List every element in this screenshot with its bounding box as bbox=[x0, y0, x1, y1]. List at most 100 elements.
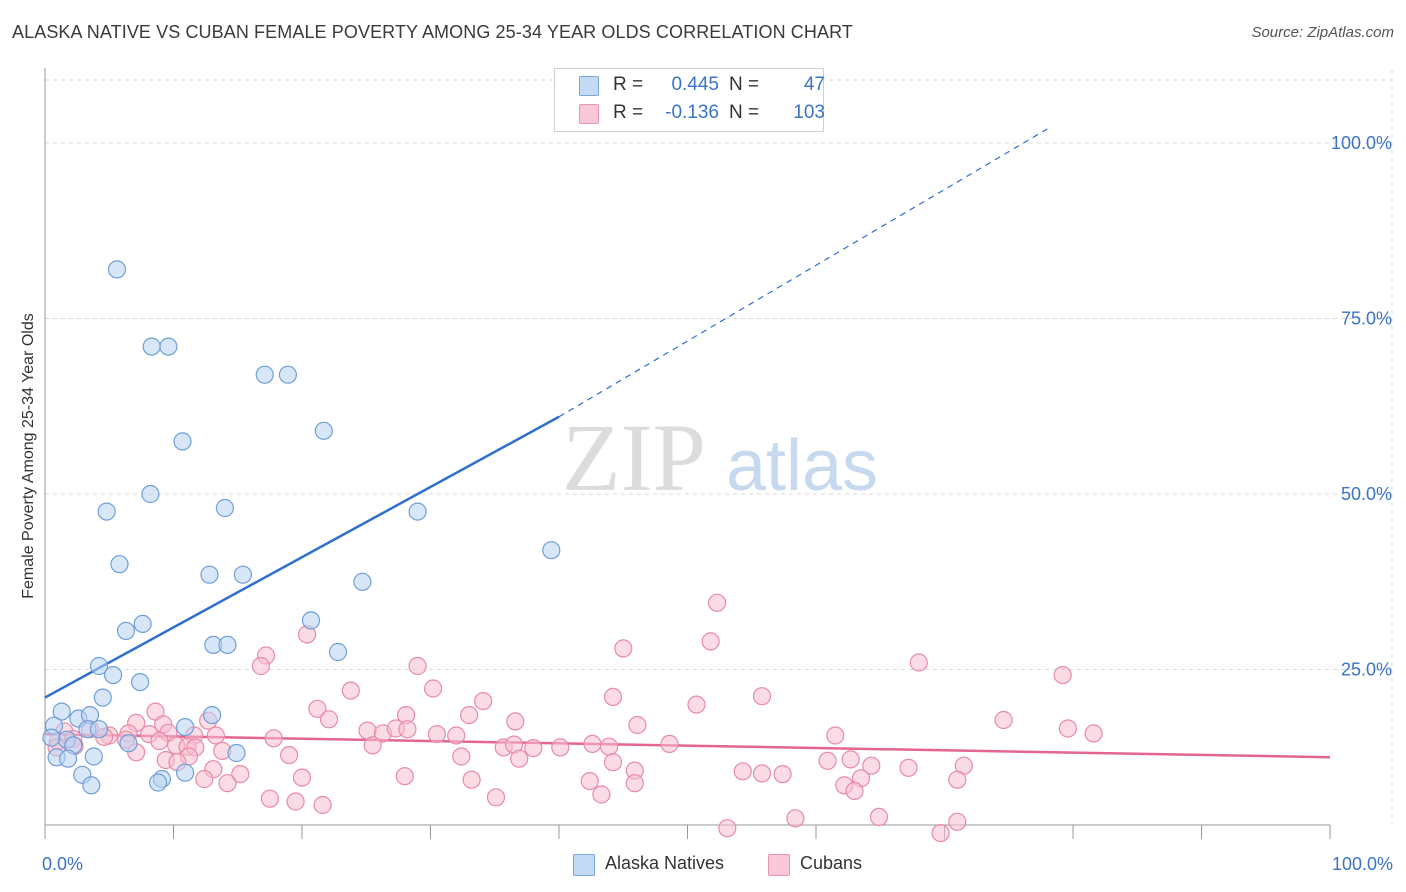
trend-lines bbox=[44, 128, 1331, 759]
watermark-atlas: atlas bbox=[726, 426, 878, 506]
cuban-point bbox=[424, 679, 443, 698]
cuban-r-value: -0.136 bbox=[665, 102, 719, 123]
cuban-point bbox=[660, 734, 679, 754]
cuban-point bbox=[786, 809, 805, 828]
axes bbox=[44, 68, 1331, 839]
cuban-point bbox=[292, 768, 312, 787]
cuban-point bbox=[603, 753, 623, 772]
cuban-point bbox=[506, 712, 525, 731]
cuban-point bbox=[845, 781, 864, 801]
cuban-point bbox=[583, 734, 602, 754]
alaska-native-point bbox=[58, 749, 78, 768]
cuban-point bbox=[869, 807, 889, 827]
cuban-point bbox=[427, 724, 446, 744]
alaska-native-point bbox=[103, 665, 123, 685]
cuban-point bbox=[603, 687, 623, 707]
alaska-native-point bbox=[353, 572, 372, 591]
alaska-native-point bbox=[203, 705, 222, 725]
cuban-point bbox=[718, 819, 737, 838]
cuban-point bbox=[826, 726, 845, 745]
cuban-point bbox=[899, 758, 918, 777]
cuban-n-value: 103 bbox=[793, 102, 825, 123]
alaska-native-point bbox=[89, 656, 109, 676]
alaska-native-point bbox=[328, 642, 348, 662]
y-tick-label: 25.0% bbox=[1341, 660, 1392, 680]
cuban-point bbox=[313, 795, 332, 815]
watermark: ZIP atlas bbox=[562, 404, 878, 511]
cuban-point bbox=[206, 726, 225, 745]
alaska-swatch bbox=[579, 76, 599, 96]
cuban-point bbox=[308, 699, 327, 718]
cuban-trend-line bbox=[44, 732, 1331, 759]
cuban-point bbox=[408, 656, 427, 676]
cuban-point bbox=[510, 749, 529, 768]
cuban-legend-label: Cubans bbox=[800, 853, 863, 873]
alaska-native-point bbox=[542, 541, 561, 560]
alaska-native-point bbox=[89, 720, 109, 739]
alaska-native-point bbox=[42, 728, 61, 747]
cuban-point bbox=[286, 792, 305, 811]
stats-legend: R = 0.445 N = 47 R = -0.136 N = 103 bbox=[554, 68, 825, 132]
alaska-native-point bbox=[215, 498, 234, 518]
alaska-r-value: 0.445 bbox=[671, 74, 719, 95]
alaska-native-point bbox=[97, 502, 116, 521]
alaska-native-point bbox=[82, 776, 101, 795]
alaska-native-point bbox=[93, 688, 112, 707]
cuban-point bbox=[524, 738, 543, 758]
cuban-point bbox=[1084, 724, 1103, 743]
cuban-point bbox=[614, 639, 633, 658]
cuban-point bbox=[733, 762, 752, 781]
cuban-point bbox=[452, 747, 471, 766]
cuban-point bbox=[486, 788, 506, 807]
cuban-point bbox=[909, 653, 928, 672]
y-axis-label: Female Poverty Among 25-34 Year Olds bbox=[20, 313, 37, 599]
alaska-native-point bbox=[159, 337, 178, 356]
cuban-point bbox=[341, 681, 360, 700]
alaska-native-point bbox=[255, 365, 274, 384]
alaska-native-point bbox=[227, 743, 246, 763]
cuban-point bbox=[260, 789, 279, 808]
cuban-point bbox=[818, 751, 837, 770]
alaska-native-point bbox=[142, 337, 161, 356]
alaska-native-point bbox=[110, 555, 129, 574]
y-tick-label: 50.0% bbox=[1341, 484, 1392, 504]
cuban-point bbox=[447, 726, 466, 745]
alaska-native-point bbox=[141, 484, 160, 504]
alaska-swatch bbox=[573, 854, 595, 876]
cuban-point bbox=[599, 737, 619, 756]
cuban-point bbox=[231, 764, 250, 784]
legend-n-label: N = bbox=[729, 74, 760, 95]
cuban-point bbox=[841, 750, 860, 769]
alaska-native-point bbox=[314, 421, 333, 440]
alaska-trend-extension bbox=[558, 128, 1048, 418]
alaska-native-point bbox=[301, 611, 321, 630]
cuban-point bbox=[460, 705, 479, 725]
alaska-native-point bbox=[131, 672, 150, 692]
watermark-zip: ZIP bbox=[562, 404, 706, 511]
alaska-n-value: 47 bbox=[803, 74, 825, 95]
alaska-native-point bbox=[52, 702, 71, 721]
alaska-native-point bbox=[218, 635, 237, 655]
cuban-point bbox=[862, 756, 881, 775]
cuban-point bbox=[218, 774, 237, 793]
cuban-point bbox=[474, 691, 493, 711]
chart-title: ALASKA NATIVE VS CUBAN FEMALE POVERTY AM… bbox=[12, 22, 853, 42]
legend-n-label: N = bbox=[729, 102, 760, 123]
cuban-point bbox=[395, 767, 414, 786]
alaska-native-point bbox=[176, 763, 195, 782]
alaska-native-point bbox=[176, 717, 195, 737]
alaska-native-point bbox=[149, 773, 168, 792]
cuban-point bbox=[1053, 665, 1072, 685]
alaska-native-point bbox=[278, 365, 297, 384]
cuban-point bbox=[251, 656, 270, 676]
alaska-native-point bbox=[408, 502, 427, 521]
cuban-point bbox=[264, 729, 283, 748]
cuban-point bbox=[948, 812, 967, 831]
cuban-point bbox=[150, 731, 169, 751]
alaska-native-point bbox=[173, 432, 192, 451]
cuban-point bbox=[931, 823, 950, 843]
alaska-native-points bbox=[42, 260, 561, 795]
cuban-point bbox=[580, 771, 599, 791]
y-tick-label: 100.0% bbox=[1331, 133, 1392, 153]
cuban-point bbox=[773, 764, 792, 784]
